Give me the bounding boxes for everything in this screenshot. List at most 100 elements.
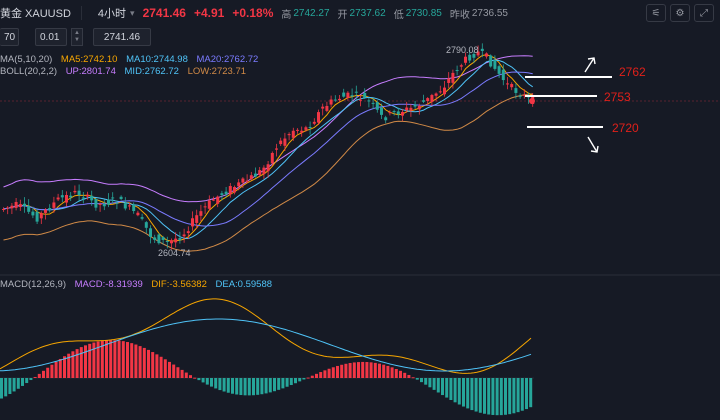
candle-body: [241, 178, 245, 183]
macd-histogram-bar: [88, 343, 92, 378]
quantity-input[interactable]: 0.01: [35, 28, 67, 46]
candle-body: [90, 195, 94, 201]
macd-histogram-bar: [382, 364, 386, 378]
macd-histogram-bar: [369, 362, 373, 378]
candle-body: [258, 170, 262, 175]
macd-histogram-bar: [436, 378, 440, 393]
arrow-up-right-icon: [584, 57, 596, 73]
macd-histogram-bar: [4, 378, 8, 397]
macd-histogram-bar: [373, 362, 377, 378]
ma5-value: MA5:2742.10: [60, 54, 118, 65]
macd-histogram-bar: [226, 378, 230, 393]
macd-histogram-bar: [403, 372, 407, 378]
macd-histogram-bar: [151, 352, 155, 378]
candle-body: [300, 130, 304, 133]
candle-body: [81, 197, 85, 199]
chevron-down-icon[interactable]: ▾: [130, 7, 135, 18]
macd-histogram-bar: [441, 378, 444, 396]
divider: [80, 6, 82, 20]
candle-body: [165, 240, 169, 242]
candle-body: [119, 196, 123, 199]
candle-body: [262, 167, 266, 175]
dea-line: [0, 318, 532, 372]
macd-histogram-bar: [84, 345, 87, 378]
candle-body: [94, 199, 98, 208]
chart-tool-icon[interactable]: ⚟: [646, 4, 666, 22]
macd-histogram-bar: [390, 367, 394, 378]
candle-body: [182, 234, 186, 237]
macd-histogram-bar: [306, 377, 310, 379]
arrow-down-right-icon: [587, 136, 599, 153]
level-label-2753: 2753: [604, 90, 631, 104]
macd-histogram-bar: [415, 378, 419, 380]
candle-body: [354, 91, 358, 93]
candle-body: [233, 187, 236, 193]
candle-body: [514, 88, 518, 93]
candle-body: [434, 93, 438, 96]
boll-label[interactable]: BOLL(20,2,2): [0, 66, 58, 77]
candle-body: [170, 240, 173, 244]
candle-body: [115, 202, 119, 204]
macd-histogram-bar: [445, 378, 449, 398]
candle-body: [178, 238, 182, 241]
macd-histogram-bar: [189, 375, 192, 378]
low-marker-label: 2604.74: [158, 248, 191, 258]
macd-histogram-bar: [256, 378, 260, 395]
symbol-header: 黄金 XAUUSD 4小时 ▾ 2741.46 +4.91 +0.18% 高 2…: [0, 0, 720, 26]
candle-body: [136, 212, 140, 216]
macd-histogram-bar: [424, 378, 428, 385]
quantity-stepper[interactable]: ▲ ▼: [71, 28, 83, 46]
ma-label[interactable]: MA(5,10,20): [0, 54, 53, 65]
candle-body: [69, 195, 73, 198]
candle-body: [207, 200, 211, 209]
candle-body: [31, 211, 35, 216]
boll-low-value: LOW:2723.71: [187, 66, 247, 77]
macd-histogram-bar: [54, 361, 58, 378]
macd-histogram-bar: [520, 378, 524, 411]
symbol-name[interactable]: 黄金 XAUUSD: [0, 8, 71, 20]
candle-body: [468, 54, 472, 61]
macd-histogram-bar: [466, 378, 470, 409]
high-label: 高: [281, 9, 292, 21]
macd-histogram-bar: [130, 343, 134, 378]
macd-label[interactable]: MACD(12,26,9): [0, 279, 66, 290]
macd-histogram-bar: [420, 378, 423, 383]
candle-body: [472, 53, 476, 58]
candle-body: [283, 138, 287, 146]
left-value-field[interactable]: 70: [0, 28, 19, 46]
candle-body: [333, 99, 337, 101]
macd-histogram-bar: [0, 378, 3, 399]
macd-histogram-bar: [516, 378, 520, 413]
macd-histogram-bar: [491, 378, 495, 415]
macd-histogram-bar: [483, 378, 486, 414]
macd-histogram-bar: [155, 354, 159, 378]
candle-body: [2, 208, 5, 210]
macd-histogram-bar: [96, 341, 100, 378]
macd-histogram-bar: [71, 351, 75, 378]
macd-histogram-bar: [117, 340, 121, 378]
macd-histogram-bar: [281, 378, 285, 389]
macd-histogram-bar: [470, 378, 474, 411]
fullscreen-icon[interactable]: ⤢: [694, 4, 714, 22]
candle-body: [493, 60, 497, 69]
timeframe-selector[interactable]: 4小时: [97, 8, 127, 20]
macd-histogram-bar: [289, 378, 293, 386]
candle-body: [485, 53, 488, 57]
candle-body: [44, 209, 47, 213]
candle-body: [191, 218, 194, 227]
macd-histogram-bar: [142, 347, 146, 378]
macd-histogram-bar: [361, 361, 365, 378]
candle-body: [417, 105, 421, 110]
settings-icon[interactable]: ⚙: [670, 4, 690, 22]
candle-body: [212, 199, 215, 201]
candle-body: [480, 48, 484, 51]
macd-histogram-bar: [247, 378, 251, 396]
price-field[interactable]: 2741.46: [93, 28, 151, 46]
macd-histogram-bar: [348, 363, 352, 378]
candle-body: [392, 111, 396, 113]
candle-body: [464, 56, 467, 63]
candle-body: [426, 98, 430, 102]
macd-histogram-bar: [357, 362, 360, 378]
macd-histogram-bar: [214, 378, 218, 389]
